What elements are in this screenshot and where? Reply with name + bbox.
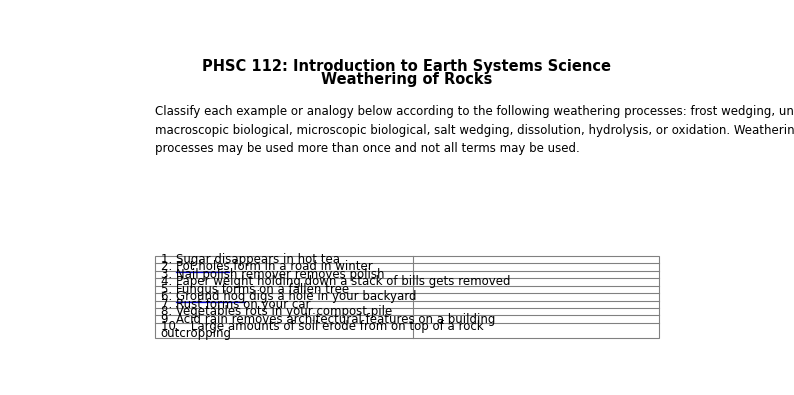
Text: 3. Nail polish remover removes polish: 3. Nail polish remover removes polish xyxy=(160,268,384,281)
Text: PHSC 112: Introduction to Earth Systems Science: PHSC 112: Introduction to Earth Systems … xyxy=(202,59,611,74)
Text: Pot holes: Pot holes xyxy=(160,260,214,273)
Text: 2. Pot holes form in a road in winter: 2. Pot holes form in a road in winter xyxy=(160,260,372,273)
Text: 2.: 2. xyxy=(160,260,175,273)
Text: 6.: 6. xyxy=(160,290,175,303)
Text: 6. Ground hog digs a hole in your backyard: 6. Ground hog digs a hole in your backya… xyxy=(160,290,416,303)
Text: 7. Rust forms on your car: 7. Rust forms on your car xyxy=(160,298,310,311)
Bar xyxy=(155,256,659,338)
Text: 8. Vegetables rots in your compost pile: 8. Vegetables rots in your compost pile xyxy=(160,305,392,318)
Text: 10.   Large amounts of soil erode from on top of a rock: 10. Large amounts of soil erode from on … xyxy=(160,320,484,333)
Text: Weathering of Rocks: Weathering of Rocks xyxy=(322,72,492,87)
Text: 5. Fungus forms on a fallen tree: 5. Fungus forms on a fallen tree xyxy=(160,283,349,296)
Text: 4. Paper weight holding down a stack of bills gets removed: 4. Paper weight holding down a stack of … xyxy=(160,275,511,288)
Text: 9. Acid rain removes architectural features on a building: 9. Acid rain removes architectural featu… xyxy=(160,313,495,326)
Text: Ground hog: Ground hog xyxy=(160,290,230,303)
Text: Classify each example or analogy below according to the following weathering pro: Classify each example or analogy below a… xyxy=(155,105,794,155)
Text: outcropping: outcropping xyxy=(160,327,232,340)
Text: 1. Sugar disappears in hot tea: 1. Sugar disappears in hot tea xyxy=(160,253,340,266)
